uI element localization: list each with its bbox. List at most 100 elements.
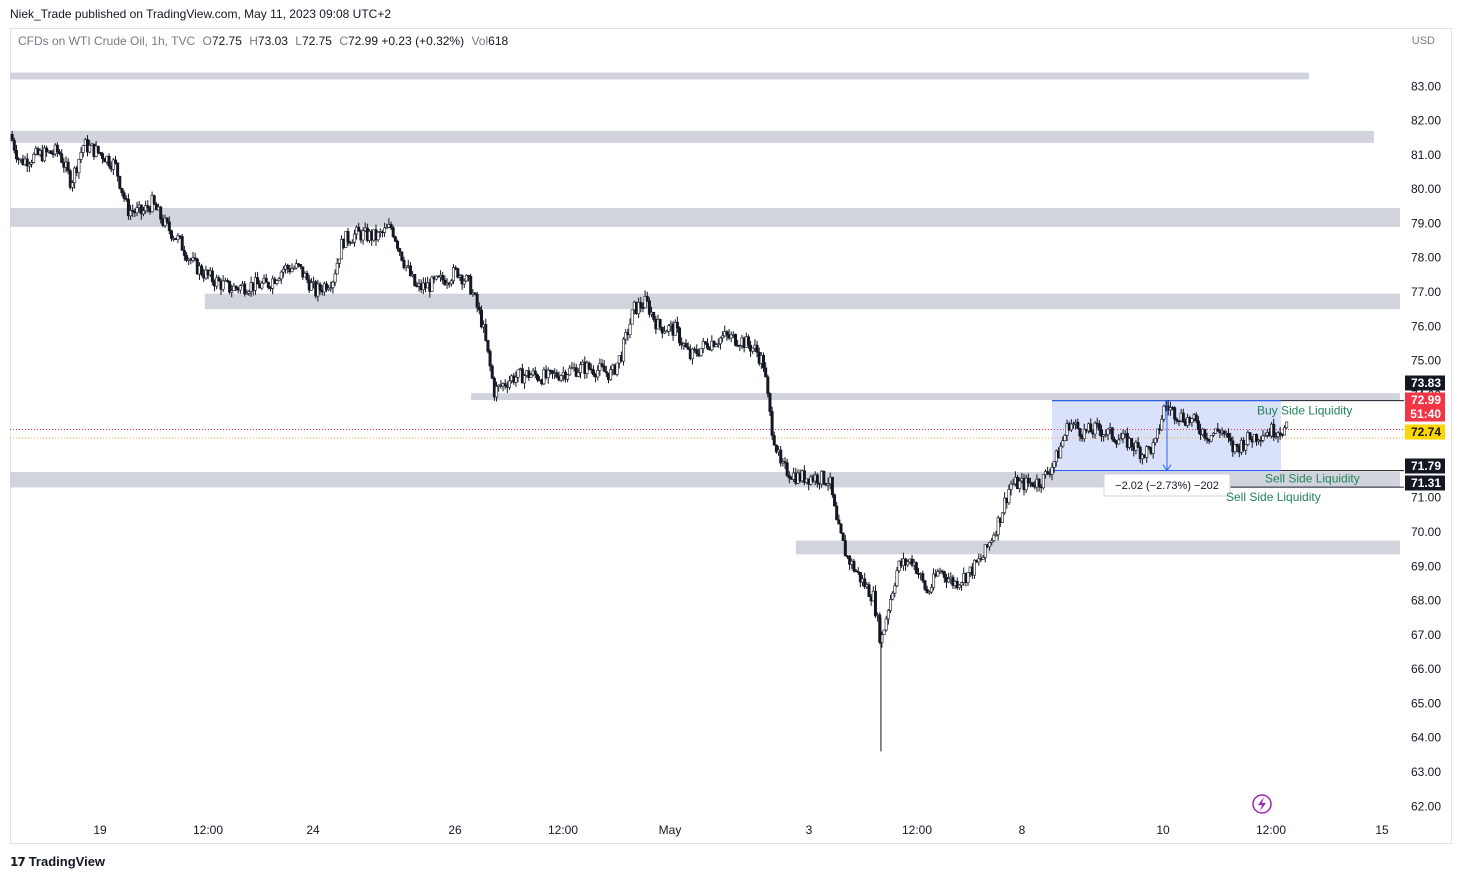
candle-body <box>1263 435 1267 437</box>
candle-body <box>73 167 77 184</box>
candle-body <box>1155 428 1159 439</box>
candle-body <box>1222 430 1226 435</box>
legend-low-label: L <box>295 34 302 48</box>
candle-body <box>516 369 520 378</box>
candle-body <box>1205 437 1209 440</box>
candle-body <box>996 517 1000 536</box>
candle-body <box>58 151 62 154</box>
candle-body <box>120 188 124 194</box>
candle-body <box>1026 477 1030 484</box>
sell-side-liquidity-label: Sell Side Liquidity <box>1265 472 1360 486</box>
tradingview-logo[interactable]: 𝟭𝟳 TradingView <box>10 854 105 869</box>
candle-body <box>1000 512 1004 523</box>
candle-body <box>701 341 705 349</box>
y-tick-label: 82.00 <box>1411 114 1441 128</box>
candle-body <box>350 242 354 244</box>
candle-body <box>1255 434 1259 442</box>
candle-body <box>1018 480 1022 490</box>
candle-body <box>456 268 460 278</box>
x-tick-label: May <box>659 823 682 837</box>
candle-body <box>906 561 910 566</box>
candle-body <box>294 263 298 269</box>
candle-body <box>292 267 296 270</box>
candle-body <box>779 449 783 464</box>
candle-body <box>615 362 619 375</box>
candle-body <box>1196 420 1200 430</box>
candle-body <box>101 153 105 160</box>
y-tick-label: 66.00 <box>1411 662 1441 676</box>
candle-body <box>408 265 412 277</box>
candle-body <box>886 610 890 620</box>
candle-body <box>484 324 488 341</box>
candle-body <box>529 374 533 378</box>
candle-body <box>333 273 337 283</box>
candle-body <box>228 280 232 293</box>
candle-body <box>882 629 886 636</box>
supply-demand-zone <box>10 208 1400 227</box>
legend-close: 72.99 <box>348 34 379 48</box>
candle-body <box>180 236 184 251</box>
candle-body <box>566 374 570 380</box>
candle-body <box>848 555 852 565</box>
candle-body <box>279 271 283 280</box>
candle-body <box>1278 432 1282 435</box>
candle-body <box>787 475 791 479</box>
candle-body <box>185 255 189 261</box>
candle-body <box>658 319 662 328</box>
candle-body <box>785 462 789 476</box>
legend-symbol[interactable]: CFDs on WTI Crude Oil, 1h, TVC <box>18 34 196 48</box>
candle-body <box>486 340 490 352</box>
candle-body <box>79 152 83 160</box>
legend-volume-label: Vol <box>471 34 489 48</box>
candle-body <box>645 296 649 302</box>
candle-body <box>462 280 466 285</box>
y-tick-label: 63.00 <box>1411 765 1441 779</box>
y-tick-label: 75.00 <box>1411 354 1441 368</box>
supply-demand-zone <box>204 293 1400 310</box>
candle-body <box>1119 438 1123 441</box>
candle-body <box>768 393 772 412</box>
candle-body <box>391 227 395 237</box>
candle-body <box>889 598 893 611</box>
x-tick-label: 19 <box>93 823 107 837</box>
candle-body <box>551 370 555 374</box>
brand-name: TradingView <box>28 854 106 869</box>
candle-body <box>126 198 130 217</box>
legend-change: +0.23 (+0.32%) <box>381 34 465 48</box>
candle-body <box>839 523 843 534</box>
candle-body <box>895 570 899 587</box>
candle-body <box>1151 442 1155 454</box>
candle-body <box>712 340 716 348</box>
x-tick-label: 10 <box>1156 823 1170 837</box>
candle-body <box>221 280 225 290</box>
y-tick-label: 70.00 <box>1411 525 1441 539</box>
candle-body <box>678 327 682 344</box>
candle-body <box>32 153 36 163</box>
candle-body <box>290 268 294 273</box>
candle-body <box>833 494 837 507</box>
candle-body <box>609 369 613 380</box>
candle-body <box>165 217 169 223</box>
candle-body <box>523 375 527 384</box>
candle-body <box>1072 423 1076 426</box>
legend-close-label: C <box>339 34 348 48</box>
candle-body <box>628 323 632 336</box>
y-tick-label: 78.00 <box>1411 251 1441 265</box>
candle-body <box>863 578 867 588</box>
candle-body <box>398 248 402 253</box>
candle-body <box>641 307 645 309</box>
candle-body <box>559 375 563 381</box>
candle-body <box>815 474 819 484</box>
candle-body <box>852 560 856 572</box>
lightning-icon <box>1252 794 1272 814</box>
candle-body <box>45 147 49 153</box>
candle-body <box>568 367 572 376</box>
candle-body <box>60 153 64 163</box>
candle-body <box>884 618 888 631</box>
candle-body <box>107 155 111 167</box>
candle-body <box>331 281 335 288</box>
candle-body <box>247 291 251 294</box>
candle-body <box>1106 428 1110 435</box>
candle-body <box>210 270 214 283</box>
